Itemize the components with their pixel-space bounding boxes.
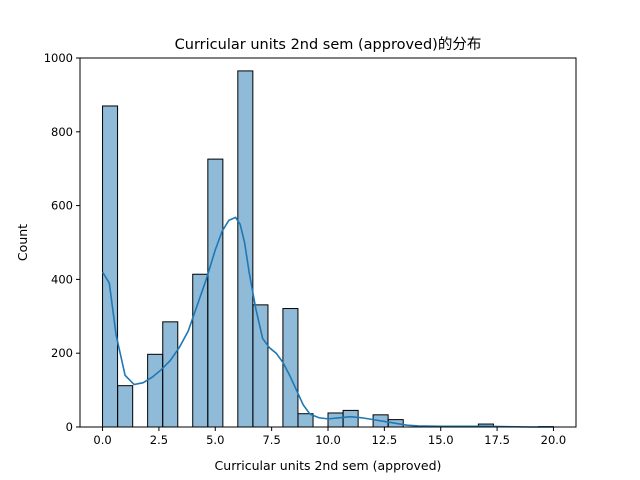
histogram-bar [102, 105, 119, 428]
x-tick-label: 0.0 [93, 433, 111, 447]
histogram-bar [117, 385, 134, 428]
histogram-bar [252, 304, 269, 428]
x-axis-ticks: 0.0 2.5 5.0 7.5 10.0 12.5 15.0 17.5 20.0 [93, 427, 566, 447]
x-tick-label: 10.0 [315, 433, 341, 447]
y-tick-label: 200 [51, 346, 73, 360]
y-tick-label: 400 [51, 272, 73, 286]
histogram-bar [207, 158, 224, 428]
histogram-bar [147, 353, 164, 428]
x-tick-label: 12.5 [372, 433, 398, 447]
histogram-bar [327, 412, 344, 428]
x-tick-label: 20.0 [541, 433, 567, 447]
chart-title: Curricular units 2nd sem (approved)的分布 [175, 36, 482, 53]
x-axis-label: Curricular units 2nd sem (approved) [215, 458, 442, 473]
x-tick-label: 7.5 [262, 433, 280, 447]
y-axis-ticks: 0 200 400 600 800 1000 [44, 51, 80, 434]
y-axis-label: Count [15, 224, 30, 261]
kde-curve [101, 216, 554, 428]
y-tick-label: 1000 [44, 51, 73, 65]
y-tick-label: 0 [66, 420, 73, 434]
y-tick-label: 600 [51, 199, 73, 213]
y-tick-label: 800 [51, 125, 73, 139]
histogram-bar [162, 321, 179, 428]
x-tick-label: 15.0 [428, 433, 454, 447]
x-tick-label: 17.5 [484, 433, 510, 447]
x-tick-label: 2.5 [150, 433, 168, 447]
histogram-bar [342, 409, 359, 428]
histogram-bar [297, 413, 314, 428]
x-tick-label: 5.0 [206, 433, 224, 447]
histogram-bars [102, 70, 554, 428]
